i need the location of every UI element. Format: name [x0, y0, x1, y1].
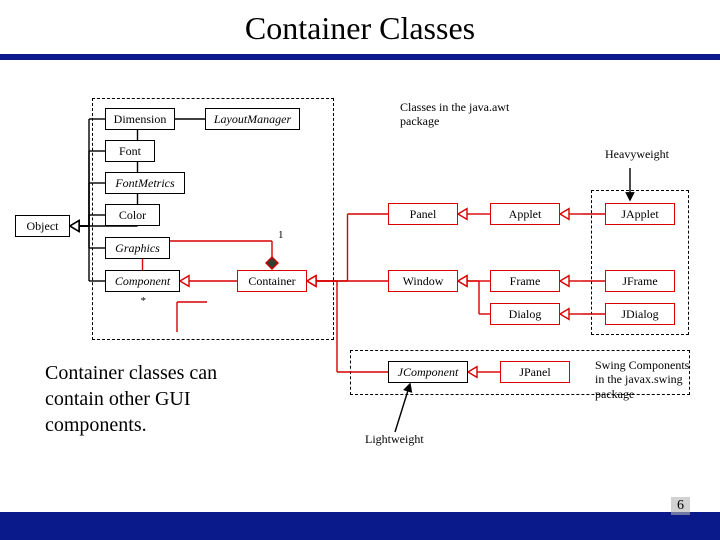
page-number: 6	[671, 497, 690, 515]
node-frame: Frame	[490, 270, 560, 292]
node-graphics: Graphics	[105, 237, 170, 259]
node-panel: Panel	[388, 203, 458, 225]
node-layoutmgr: LayoutManager	[205, 108, 300, 130]
node-applet: Applet	[490, 203, 560, 225]
node-window: Window	[388, 270, 458, 292]
node-dialog: Dialog	[490, 303, 560, 325]
slide-title: Container Classes	[0, 0, 720, 60]
slide: Container Classes Classes in the java.aw…	[0, 0, 720, 540]
node-dimension: Dimension	[105, 108, 175, 130]
caption-swing-package: Swing Components in the javax.swing pack…	[595, 358, 700, 401]
caption-heavyweight: Heavyweight	[605, 147, 669, 161]
bottom-band	[0, 512, 720, 540]
node-fontmetrics: FontMetrics	[105, 172, 185, 194]
node-object: Object	[15, 215, 70, 237]
node-jpanel: JPanel	[500, 361, 570, 383]
node-jframe: JFrame	[605, 270, 675, 292]
node-font: Font	[105, 140, 155, 162]
node-color: Color	[105, 204, 160, 226]
node-japplet: JApplet	[605, 203, 675, 225]
caption-lightweight: Lightweight	[365, 432, 424, 446]
caption-awt-package: Classes in the java.awt package	[400, 100, 550, 129]
node-container: Container	[237, 270, 307, 292]
body-text: Container classes can contain other GUI …	[45, 360, 255, 438]
node-component: Component	[105, 270, 180, 292]
node-jcomponent: JComponent	[388, 361, 468, 383]
node-jdialog: JDialog	[605, 303, 675, 325]
